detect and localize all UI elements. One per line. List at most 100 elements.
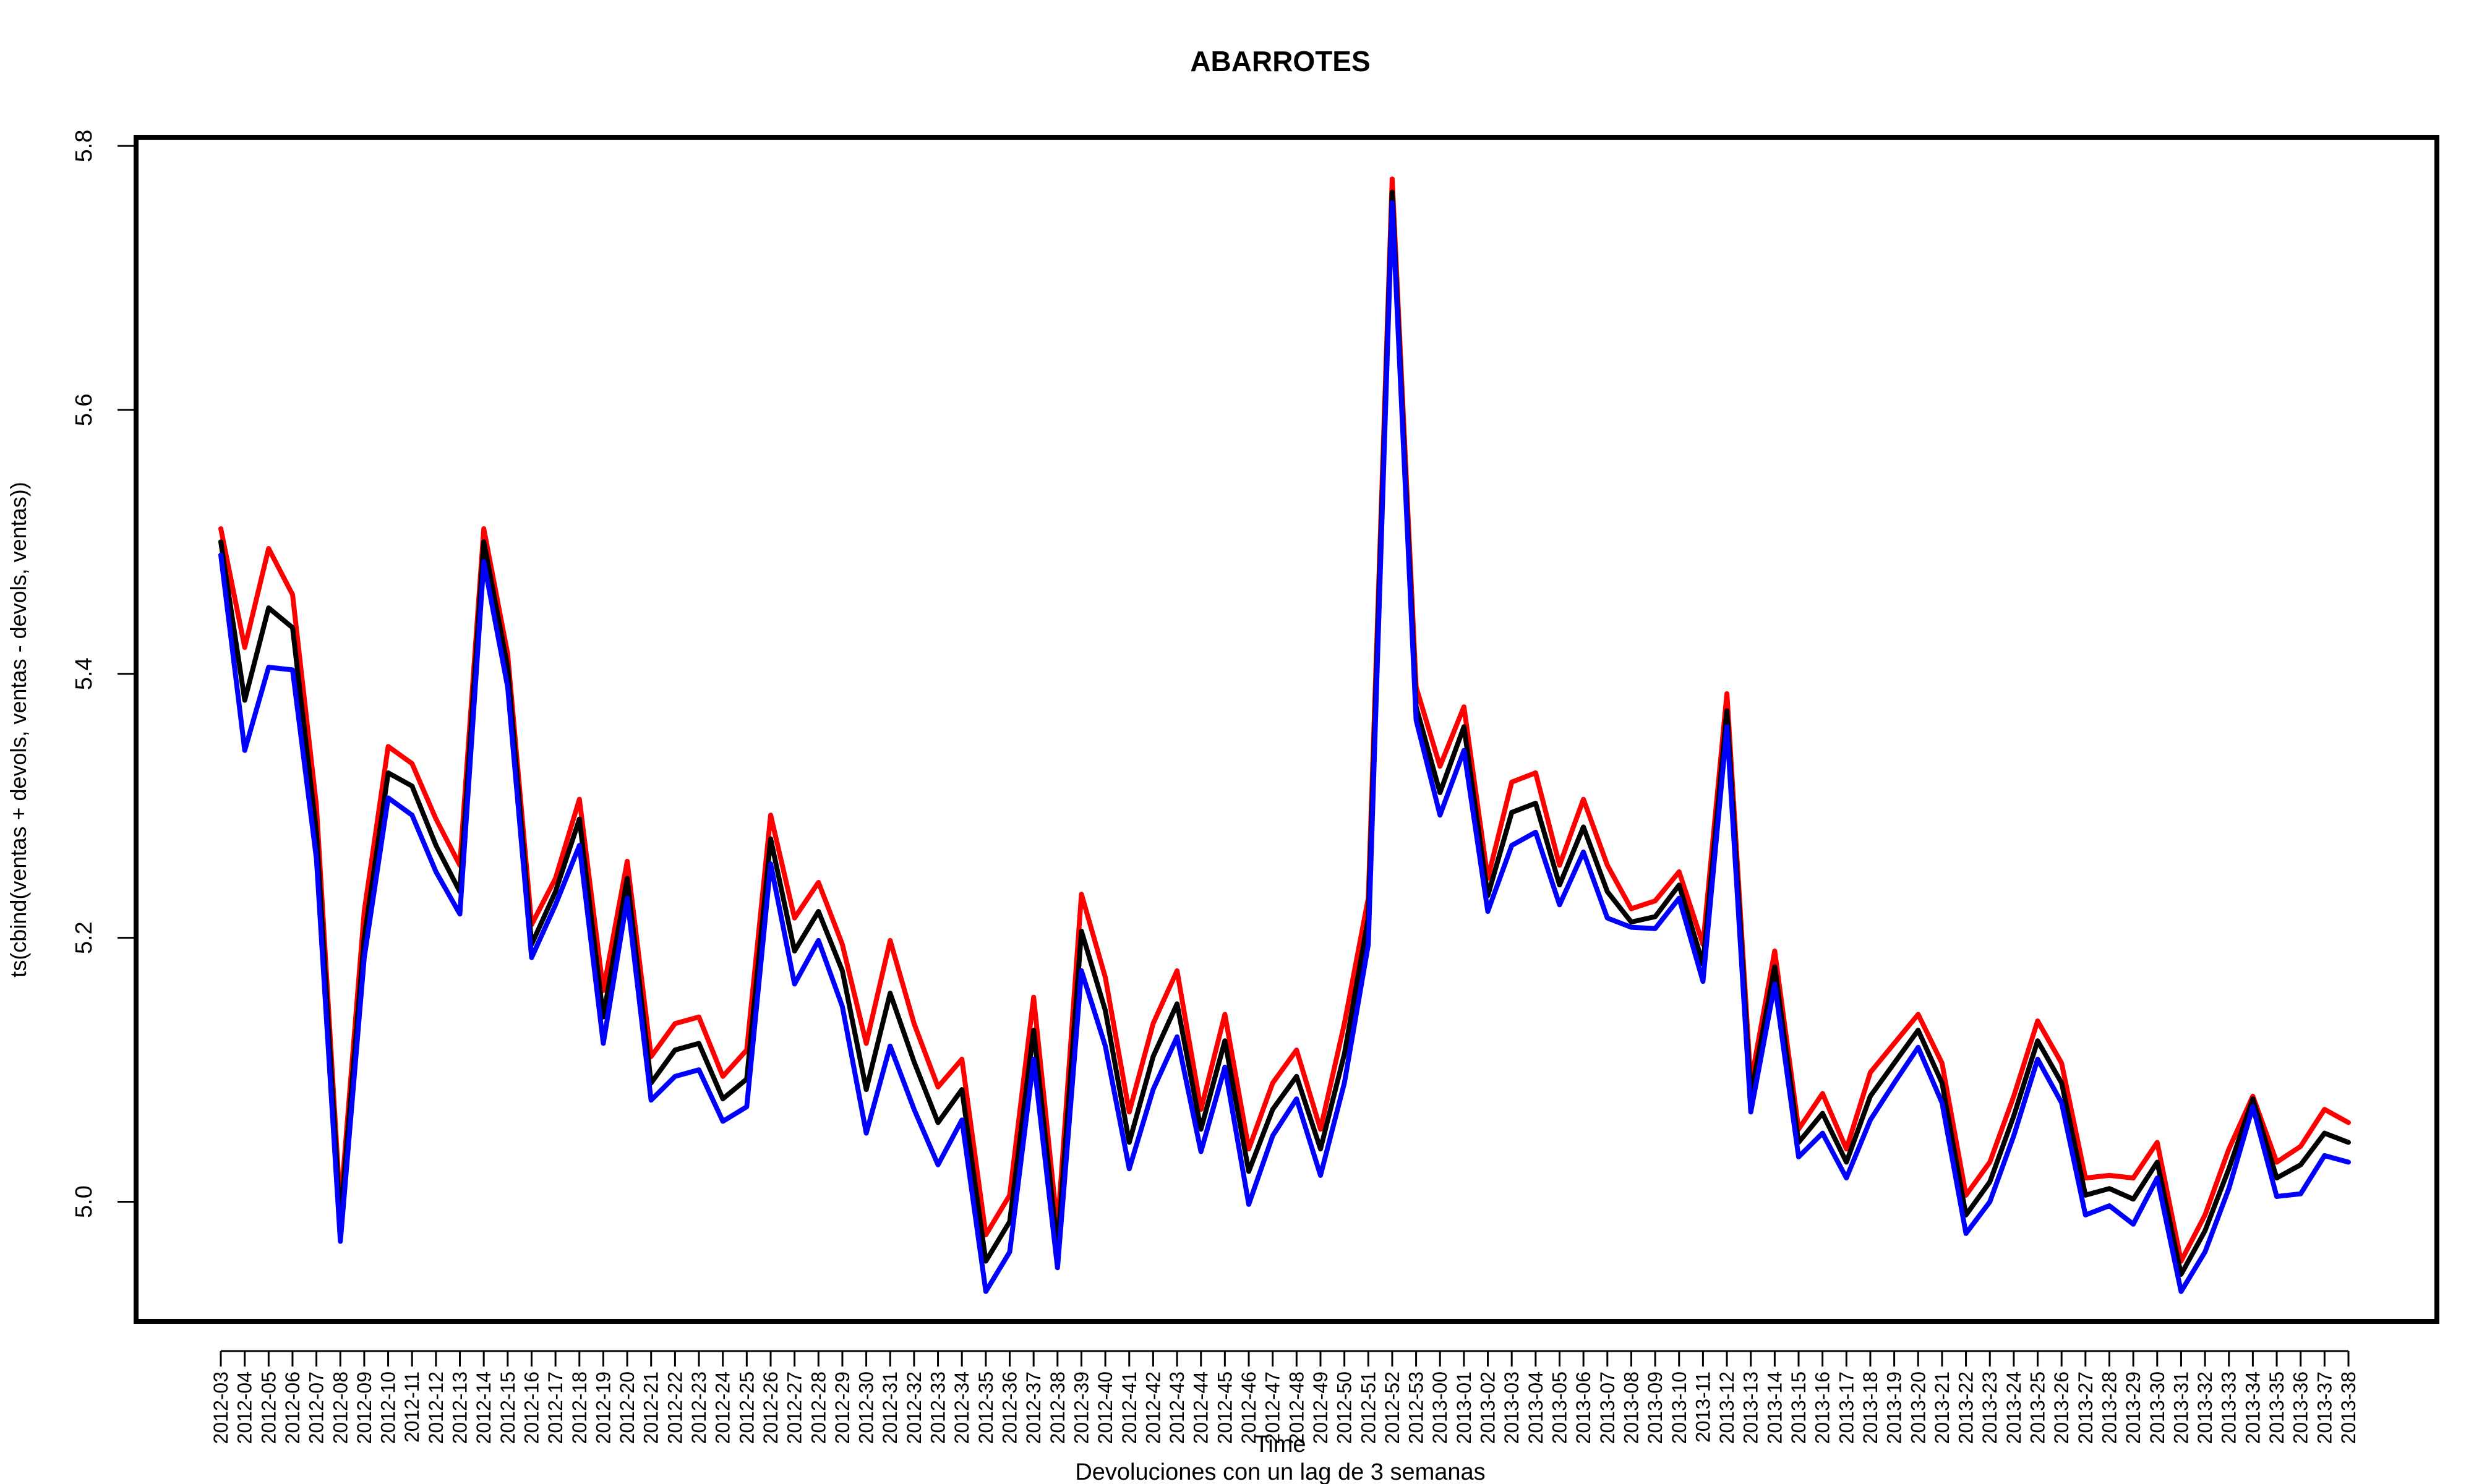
- x-tick-label: 2012-35: [975, 1371, 997, 1444]
- x-tick-label: 2012-52: [1381, 1371, 1403, 1444]
- x-tick-label: 2013-09: [1644, 1371, 1666, 1444]
- x-tick-label: 2012-20: [616, 1371, 638, 1444]
- x-tick-label: 2012-39: [1071, 1371, 1093, 1444]
- x-tick-label: 2012-19: [592, 1371, 614, 1444]
- x-tick-label: 2012-10: [377, 1371, 400, 1444]
- x-tick-label: 2013-10: [1668, 1371, 1690, 1444]
- x-tick-label: 2012-23: [688, 1371, 710, 1444]
- x-tick-label: 2012-47: [1262, 1371, 1284, 1444]
- x-tick-label: 2013-03: [1500, 1371, 1523, 1444]
- x-tick-label: 2013-35: [2266, 1371, 2288, 1444]
- x-tick-label: 2012-14: [473, 1371, 495, 1444]
- series-line-1: [218, 189, 2351, 1277]
- x-tick-label: 2013-30: [2146, 1371, 2168, 1444]
- x-tick-label: 2013-24: [2003, 1371, 2025, 1444]
- x-tick-label: 2012-18: [568, 1371, 591, 1444]
- y-tick-label: 5.8: [71, 130, 97, 163]
- x-tick-label: 2012-16: [521, 1371, 543, 1444]
- x-tick-label: 2013-13: [1740, 1371, 1762, 1444]
- x-tick-label: 2012-30: [855, 1371, 878, 1444]
- x-tick-label: 2013-38: [2337, 1371, 2360, 1444]
- y-tick-label: 5.4: [71, 657, 97, 690]
- x-tick-label: 2013-22: [1955, 1371, 1977, 1444]
- y-axis: 5.0 5.2 5.4 5.6 5.8: [71, 130, 136, 1218]
- x-tick-label: 2012-34: [951, 1371, 973, 1444]
- x-tick-label: 2012-28: [807, 1371, 829, 1444]
- x-tick-label: 2013-12: [1716, 1371, 1738, 1444]
- x-tick-label: 2013-31: [2170, 1371, 2192, 1444]
- x-tick-label: 2013-18: [1859, 1371, 1881, 1444]
- x-tick-label: 2012-50: [1333, 1371, 1356, 1444]
- x-axis: 2012-03 2012-04 2012-05 2012-06 2012-07 2012-…: [210, 1350, 2360, 1444]
- chart-title: ABARROTES: [1190, 45, 1370, 77]
- x-tick-label: 2012-07: [306, 1371, 328, 1444]
- x-tick-label: 2012-08: [329, 1371, 351, 1444]
- x-tick-label: 2012-37: [1022, 1371, 1045, 1444]
- x-tick-label: 2012-27: [784, 1371, 806, 1444]
- x-tick-label: 2013-26: [2050, 1371, 2073, 1444]
- plot-frame: [134, 135, 2439, 1324]
- x-tick-label: 2013-32: [2194, 1371, 2216, 1444]
- x-tick-label: 2013-02: [1477, 1371, 1499, 1444]
- x-tick-label: 2013-06: [1572, 1371, 1594, 1444]
- x-tick-label: 2013-19: [1883, 1371, 1906, 1444]
- x-tick-label: 2012-25: [735, 1371, 758, 1444]
- x-tick-label: 2012-21: [640, 1371, 662, 1444]
- x-tick-label: 2013-15: [1787, 1371, 1810, 1444]
- x-tick-label: 2012-45: [1213, 1371, 1236, 1444]
- x-tick-label: 2012-53: [1405, 1371, 1427, 1444]
- x-tick-label: 2013-08: [1620, 1371, 1642, 1444]
- x-tick-label: 2012-44: [1190, 1371, 1212, 1444]
- x-tick-label: 2012-24: [712, 1371, 734, 1444]
- x-tick-label: 2013-05: [1549, 1371, 1571, 1444]
- x-tick-label: 2013-00: [1429, 1371, 1451, 1444]
- y-tick-label: 5.2: [71, 921, 97, 954]
- x-tick-label: 2012-11: [401, 1371, 423, 1443]
- x-tick-label: 2012-33: [927, 1371, 949, 1444]
- x-tick-label: 2012-17: [544, 1371, 567, 1444]
- x-tick-label: 2012-36: [999, 1371, 1021, 1444]
- x-tick-label: 2012-05: [257, 1371, 280, 1444]
- x-tick-label: 2013-23: [1979, 1371, 2001, 1444]
- x-tick-label: 2013-20: [1907, 1371, 1929, 1444]
- x-tick-label: 2013-29: [2122, 1371, 2144, 1444]
- x-tick-label: 2012-09: [353, 1371, 375, 1444]
- x-tick-label: 2012-48: [1285, 1371, 1308, 1444]
- x-axis-label: Time: [1254, 1431, 1306, 1457]
- x-tick-label: 2013-07: [1596, 1371, 1619, 1444]
- x-tick-label: 2013-28: [2099, 1371, 2121, 1444]
- x-tick-label: 2012-51: [1357, 1371, 1379, 1444]
- y-tick-label: 5.6: [71, 393, 97, 426]
- x-tick-label: 2013-34: [2241, 1371, 2264, 1444]
- x-tick-label: 2013-16: [1812, 1371, 1834, 1444]
- y-axis-label: ts(cbind(ventas + devols, ventas - devol…: [6, 482, 31, 977]
- x-tick-label: 2013-21: [1931, 1371, 1953, 1444]
- x-tick-label: 2013-04: [1525, 1371, 1547, 1444]
- x-tick-label: 2012-46: [1238, 1371, 1260, 1444]
- x-tick-label: 2012-03: [210, 1371, 232, 1444]
- x-tick-label: 2012-06: [281, 1371, 304, 1444]
- x-tick-label: 2012-26: [760, 1371, 782, 1444]
- x-tick-label: 2012-40: [1094, 1371, 1116, 1444]
- series-layer: [218, 176, 2351, 1294]
- x-tick-label: 2012-41: [1118, 1371, 1141, 1444]
- x-tick-label: 2012-32: [903, 1371, 925, 1444]
- x-tick-label: 2012-04: [234, 1371, 256, 1444]
- x-tick-label: 2012-12: [425, 1371, 447, 1444]
- x-tick-label: 2013-33: [2218, 1371, 2240, 1444]
- x-tick-label: 2012-29: [831, 1371, 854, 1444]
- y-tick-label: 5.0: [71, 1185, 97, 1218]
- x-tick-label: 2013-25: [2027, 1371, 2049, 1444]
- x-tick-label: 2012-43: [1166, 1371, 1188, 1444]
- x-tick-label: 2012-38: [1047, 1371, 1069, 1444]
- series-line-0: [218, 176, 2351, 1264]
- x-tick-label: 2012-22: [664, 1371, 686, 1444]
- x-tick-label: 2013-37: [2313, 1371, 2335, 1444]
- x-tick-label: 2013-27: [2074, 1371, 2097, 1444]
- x-tick-label: 2012-49: [1309, 1371, 1332, 1444]
- x-tick-label: 2013-01: [1453, 1371, 1475, 1444]
- x-tick-label: 2012-15: [497, 1371, 519, 1444]
- series-line-2: [218, 200, 2351, 1294]
- x-tick-label: 2012-42: [1142, 1371, 1164, 1444]
